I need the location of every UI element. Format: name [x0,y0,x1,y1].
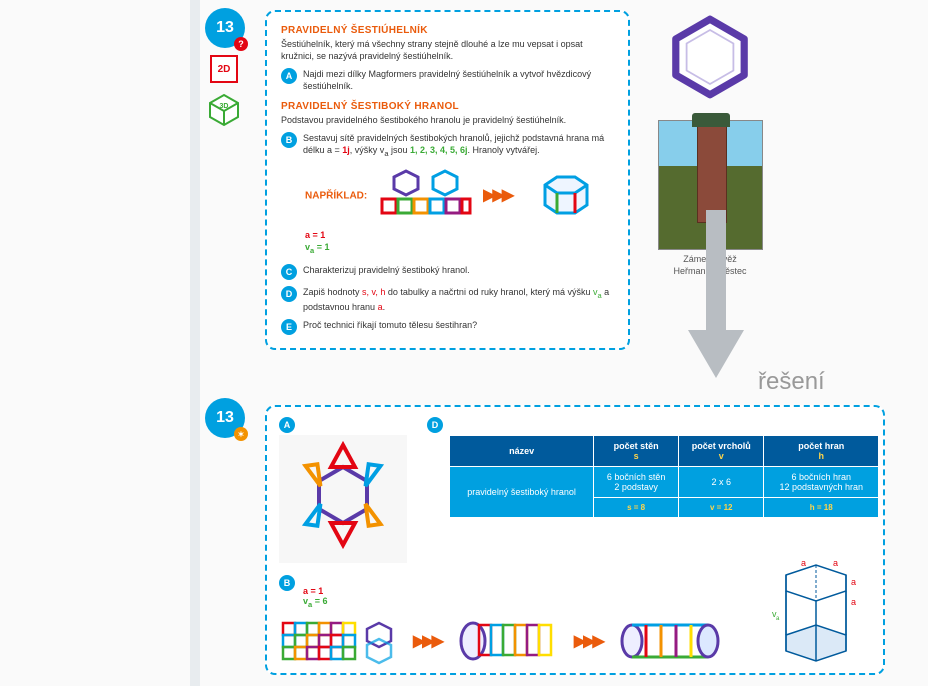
svg-text:a: a [851,577,856,587]
solution-table: název počet stěns počet vrcholův počet h… [449,435,879,518]
sol-bullet-D: D [427,417,443,433]
solution-box: A D název počet stěns počet vrcholův poč… [265,405,885,675]
badge-sub-icon: ? [234,37,248,51]
net-flat-image [378,167,473,225]
badge-number: 13 [216,19,234,37]
item-D: D Zapiš hodnoty s, v, h do tabulky a nač… [281,286,614,313]
rolled-partial-image [455,617,560,665]
badge-number: 13 [216,409,234,427]
bullet-B: B [281,132,297,148]
task-badge-bottom: 13 ✶ [205,398,245,438]
hexagon-tile-image [665,12,755,102]
example-label: NAPŘÍKLAD: [305,190,367,201]
big-arrow-icon [686,210,746,380]
bullet-E: E [281,319,297,335]
solution-label: řešení [758,368,825,396]
item-E: E Proč technici říkají tomuto tělesu šes… [281,319,614,335]
rolled-prism-image [616,617,721,665]
badge-sub-icon: ✶ [234,427,248,441]
arrow-icon: ▶▶▶ [574,631,602,651]
task-box: PRAVIDELNÝ ŠESTIÚHELNÍK Šestiúhelník, kt… [265,10,630,350]
svg-text:3D: 3D [220,103,229,110]
text-1: Šestiúhelník, který má všechny strany st… [281,38,614,62]
arrow-icon: ▶▶▶ [483,185,511,207]
flat-net-image [279,615,399,667]
bullet-D: D [281,286,297,302]
item-B: B Sestavuj sítě pravidelných šestibokých… [281,132,614,159]
bullet-A: A [281,68,297,84]
item-A: A Najdi mezi dílky Magformers pravidelný… [281,68,614,92]
heading-1: PRAVIDELNÝ ŠESTIÚHELNÍK [281,24,614,38]
example-block: NAPŘÍKLAD: ▶▶▶ a = 1 va [305,167,614,256]
arrow-icon: ▶▶▶ [413,631,441,651]
svg-text:a: a [776,616,780,622]
svg-text:a: a [801,558,806,568]
sol-bullet-A: A [279,417,295,433]
svg-text:a: a [851,597,856,607]
3d-icon: 3D [206,92,242,128]
text-2: Podstavou pravidelného šestibokého hrano… [281,114,614,126]
star-hexagon-image [279,435,407,563]
margin-strip [190,0,200,686]
prism-sketch: a a a a v a [761,557,871,665]
svg-text:a: a [833,558,838,568]
task-badge-top: 13 ? [205,8,245,48]
prism-3d-image [530,167,600,225]
heading-2: PRAVIDELNÝ ŠESTIBOKÝ HRANOL [281,100,614,114]
2d-icon: 2D [210,55,238,83]
bullet-C: C [281,264,297,280]
example-params: a = 1 va = 1 [305,229,614,256]
item-C: C Charakterizuj pravidelný šestiboký hra… [281,264,614,280]
